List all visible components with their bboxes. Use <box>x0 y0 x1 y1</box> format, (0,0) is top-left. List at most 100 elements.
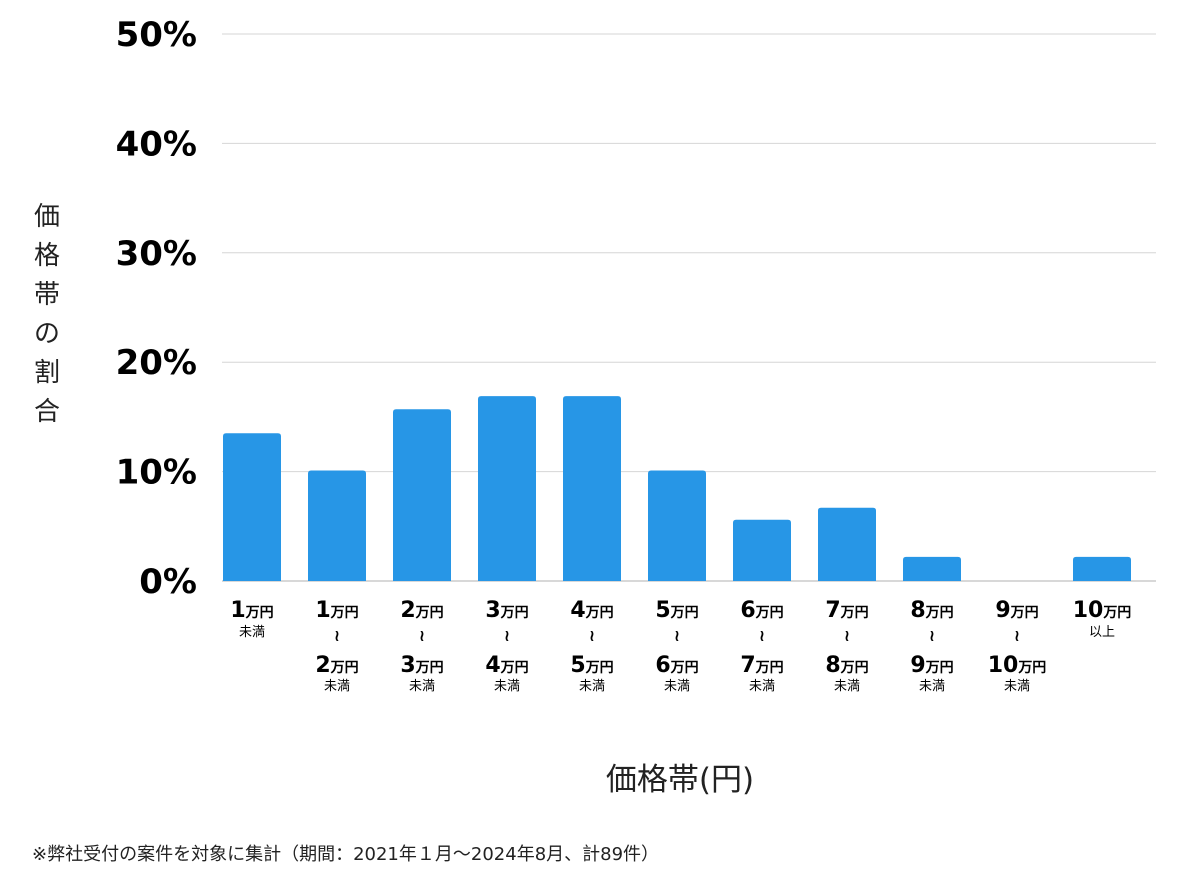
y-axis-label-char: 合 <box>33 397 60 427</box>
x-tick-price: 2万円 <box>400 598 443 623</box>
x-tick-unit: 万円 <box>1010 605 1039 621</box>
x-tick-price: 10万円 <box>988 653 1047 678</box>
x-tick-unit: 万円 <box>840 660 869 676</box>
x-tick-unit: 万円 <box>670 605 699 621</box>
x-tick-price: 2万円 <box>315 653 358 678</box>
x-tick-number: 9 <box>910 653 925 678</box>
x-tick-range-separator: ≀ <box>674 626 680 645</box>
x-axis-label: 価格帯(円) <box>605 762 755 798</box>
x-tick-unit: 万円 <box>585 660 614 676</box>
y-tick-label: 0% <box>139 562 197 602</box>
x-tick-unit: 万円 <box>670 660 699 676</box>
x-tick-range-separator: ≀ <box>759 626 765 645</box>
x-tick-note: 未満 <box>409 679 435 694</box>
x-tick-number: 3 <box>400 653 415 678</box>
x-tick-number: 7 <box>825 598 840 623</box>
x-tick-range-separator: ≀ <box>929 626 935 645</box>
x-tick-unit: 万円 <box>585 605 614 621</box>
y-axis-label: 価格帯の割合 <box>30 198 64 432</box>
x-tick-number: 10 <box>1073 598 1104 623</box>
x-tick-number: 8 <box>910 598 925 623</box>
x-tick-price: 6万円 <box>740 598 783 623</box>
x-tick-note: 以上 <box>1089 625 1115 640</box>
x-tick-unit: 万円 <box>840 605 869 621</box>
x-tick-number: 5 <box>655 598 670 623</box>
x-tick-unit: 万円 <box>925 605 954 621</box>
x-tick-range-separator: ≀ <box>504 626 510 645</box>
y-axis-label-char: の <box>33 319 60 349</box>
bar <box>563 396 621 581</box>
x-tick-price: 8万円 <box>910 598 953 623</box>
bars <box>223 396 1131 581</box>
y-tick-label: 20% <box>116 343 197 383</box>
x-tick-unit: 万円 <box>755 605 784 621</box>
x-tick-unit: 万円 <box>330 660 359 676</box>
x-tick-note: 未満 <box>494 679 520 694</box>
x-tick-range-separator: ≀ <box>419 626 425 645</box>
x-tick-note: 未満 <box>664 679 690 694</box>
x-tick-price: 5万円 <box>655 598 698 623</box>
bar <box>393 409 451 581</box>
bar <box>903 556 961 581</box>
x-tick-number: 9 <box>995 598 1010 623</box>
x-tick-unit: 万円 <box>415 605 444 621</box>
x-tick-number: 2 <box>400 598 415 623</box>
x-tick-unit: 万円 <box>330 605 359 621</box>
x-tick-number: 3 <box>485 598 500 623</box>
bar <box>648 470 706 581</box>
x-tick-unit: 万円 <box>925 660 954 676</box>
x-tick-price: 4万円 <box>570 598 613 623</box>
x-tick-number: 7 <box>740 653 755 678</box>
y-tick-label: 10% <box>116 453 197 493</box>
x-tick-number: 6 <box>655 653 670 678</box>
bar <box>1073 556 1131 581</box>
x-tick-note: 未満 <box>324 679 350 694</box>
x-tick-price: 1万円 <box>230 598 273 623</box>
x-tick-number: 6 <box>740 598 755 623</box>
x-tick-number: 1 <box>315 598 330 623</box>
x-tick-number: 5 <box>570 653 585 678</box>
y-axis-label-char: 帯 <box>33 280 60 310</box>
x-tick-note: 未満 <box>1004 679 1030 694</box>
x-tick-price: 9万円 <box>995 598 1038 623</box>
y-tick-label: 40% <box>116 124 197 164</box>
x-tick-number: 2 <box>315 653 330 678</box>
x-tick-unit: 万円 <box>1102 605 1131 621</box>
x-tick-price: 3万円 <box>485 598 528 623</box>
x-axis-ticks: 1万円未満1万円≀2万円未満2万円≀3万円未満3万円≀4万円未満4万円≀5万円未… <box>230 598 1131 694</box>
x-tick-price: 7万円 <box>740 653 783 678</box>
x-tick-unit: 万円 <box>500 605 529 621</box>
y-axis-label-char: 割 <box>33 358 60 388</box>
x-tick-price: 1万円 <box>315 598 358 623</box>
x-tick-price: 9万円 <box>910 653 953 678</box>
bar <box>223 433 281 581</box>
footnote: ※弊社受付の案件を対象に集計（期間：2021年１月〜2024年8月、計89件） <box>32 844 660 865</box>
x-tick-price: 10万円 <box>1073 598 1132 623</box>
x-tick-price: 5万円 <box>570 653 613 678</box>
bar <box>818 507 876 581</box>
x-tick-unit: 万円 <box>500 660 529 676</box>
x-tick-number: 10 <box>988 653 1019 678</box>
x-tick-range-separator: ≀ <box>844 626 850 645</box>
x-tick-price: 7万円 <box>825 598 868 623</box>
grid-lines <box>222 33 1156 582</box>
bar <box>308 470 366 581</box>
x-tick-note: 未満 <box>834 679 860 694</box>
y-axis-label-char: 価 <box>33 202 60 232</box>
x-tick-note: 未満 <box>749 679 775 694</box>
y-axis-label-char: 格 <box>33 241 60 271</box>
x-tick-unit: 万円 <box>755 660 784 676</box>
bar <box>478 396 536 581</box>
bar <box>733 519 791 581</box>
